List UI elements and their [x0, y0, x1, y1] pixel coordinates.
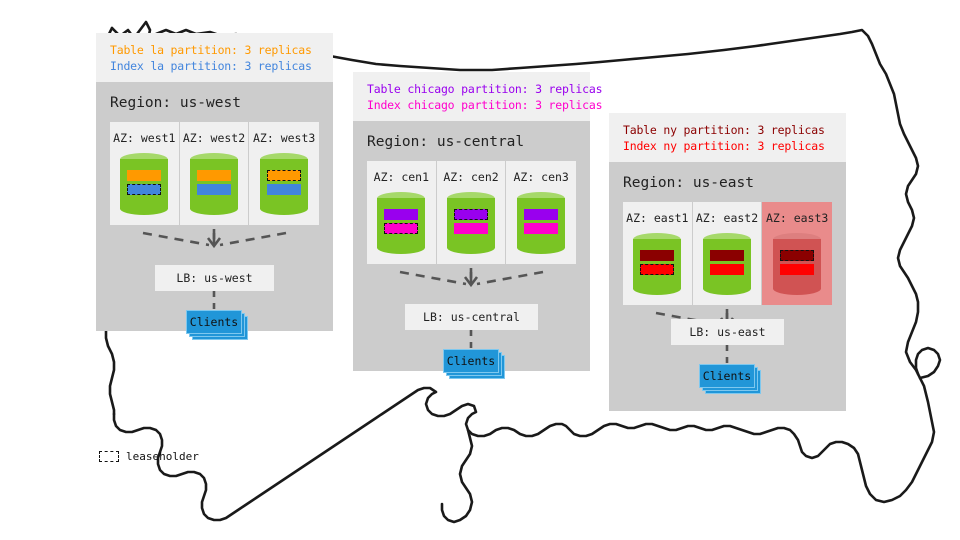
replica-band-index [454, 223, 488, 234]
replica-band-table-leaseholder [780, 250, 815, 261]
az-label-east3: AZ: east3 [766, 211, 829, 225]
clients-label: Clients [699, 364, 755, 388]
replica-band-table [640, 250, 675, 261]
clients-label: Clients [186, 310, 242, 334]
partition-line-index-ny: Index ny partition: 3 replicas [623, 139, 825, 153]
replica-band-index [710, 264, 744, 275]
partition-line-table-la: Table la partition: 3 replicas [110, 43, 312, 57]
region-header-us-central: Table chicago partition: 3 replicas Inde… [353, 72, 603, 121]
az-west3[interactable]: AZ: west3 [249, 122, 319, 225]
az-container-us-east: AZ: east1 AZ: east2 [623, 202, 832, 305]
clients-us-west[interactable]: Clients [186, 310, 248, 340]
replica-band-table [710, 250, 744, 261]
region-panel-us-central: Table chicago partition: 3 replicas Inde… [353, 72, 603, 379]
clients-us-central[interactable]: Clients [443, 349, 505, 379]
az-cen3[interactable]: AZ: cen3 [506, 161, 576, 264]
region-title-us-east: Region: us-east [623, 175, 754, 191]
replica-band-index [267, 184, 302, 195]
region-title-us-central: Region: us-central [367, 134, 525, 150]
load-balancer-us-east[interactable]: LB: us-east [671, 319, 784, 345]
load-balancer-us-central[interactable]: LB: us-central [405, 304, 538, 330]
region-panel-us-west: Table la partition: 3 replicas Index la … [96, 33, 333, 340]
node-cylinder-west1[interactable] [120, 153, 169, 215]
node-cylinder-cen2[interactable] [447, 192, 495, 254]
partition-line-table-chicago: Table chicago partition: 3 replicas [367, 82, 603, 96]
node-cylinder-cen3[interactable] [517, 192, 566, 254]
az-cen1[interactable]: AZ: cen1 [367, 161, 437, 264]
az-west2[interactable]: AZ: west2 [179, 122, 250, 225]
az-container-us-central: AZ: cen1 AZ: cen2 [367, 161, 576, 264]
az-label-east2: AZ: east2 [695, 211, 759, 225]
node-cylinder-west2[interactable] [190, 153, 238, 215]
node-cylinder-east1[interactable] [633, 233, 682, 295]
replica-band-table [197, 170, 231, 181]
region-panel-us-east: Table ny partition: 3 replicas Index ny … [609, 113, 846, 411]
region-title-us-west: Region: us-west [110, 95, 241, 111]
dashed-rect-icon [99, 451, 119, 462]
az-label-west2: AZ: west2 [182, 131, 246, 145]
node-cylinder-west3[interactable] [260, 153, 309, 215]
replica-band-index-leaseholder [384, 223, 419, 234]
region-header-us-east: Table ny partition: 3 replicas Index ny … [609, 113, 846, 162]
az-label-west1: AZ: west1 [113, 131, 176, 145]
clients-label: Clients [443, 349, 499, 373]
partition-line-table-ny: Table ny partition: 3 replicas [623, 123, 825, 137]
az-container-us-west: AZ: west1 AZ: west2 [110, 122, 319, 225]
az-east3-failed[interactable]: AZ: east3 [762, 202, 832, 305]
replica-band-table-leaseholder [454, 209, 488, 220]
node-cylinder-cen1[interactable] [377, 192, 426, 254]
az-label-cen3: AZ: cen3 [513, 170, 569, 184]
replica-band-index [780, 264, 815, 275]
replica-band-table-leaseholder [267, 170, 302, 181]
replica-band-table [384, 209, 419, 220]
region-header-us-west: Table la partition: 3 replicas Index la … [96, 33, 333, 82]
az-cen2[interactable]: AZ: cen2 [436, 161, 507, 264]
load-balancer-us-west[interactable]: LB: us-west [155, 265, 274, 291]
clients-us-east[interactable]: Clients [699, 364, 761, 394]
replica-band-table [524, 209, 559, 220]
az-east1[interactable]: AZ: east1 [623, 202, 693, 305]
legend-label: leaseholder [126, 450, 199, 463]
az-west1[interactable]: AZ: west1 [110, 122, 180, 225]
replica-band-index [524, 223, 559, 234]
partition-line-index-chicago: Index chicago partition: 3 replicas [367, 98, 603, 112]
az-label-west3: AZ: west3 [253, 131, 316, 145]
replica-band-table [127, 170, 162, 181]
az-east2[interactable]: AZ: east2 [692, 202, 763, 305]
replica-band-index-leaseholder [640, 264, 675, 275]
legend-leaseholder: leaseholder [99, 450, 199, 463]
az-label-cen1: AZ: cen1 [373, 170, 430, 184]
node-cylinder-east3-failed[interactable] [773, 233, 822, 295]
replica-band-index-leaseholder [127, 184, 162, 195]
az-label-east1: AZ: east1 [626, 211, 689, 225]
node-cylinder-east2[interactable] [703, 233, 751, 295]
az-label-cen2: AZ: cen2 [443, 170, 499, 184]
replica-band-index [197, 184, 231, 195]
partition-line-index-la: Index la partition: 3 replicas [110, 59, 312, 73]
